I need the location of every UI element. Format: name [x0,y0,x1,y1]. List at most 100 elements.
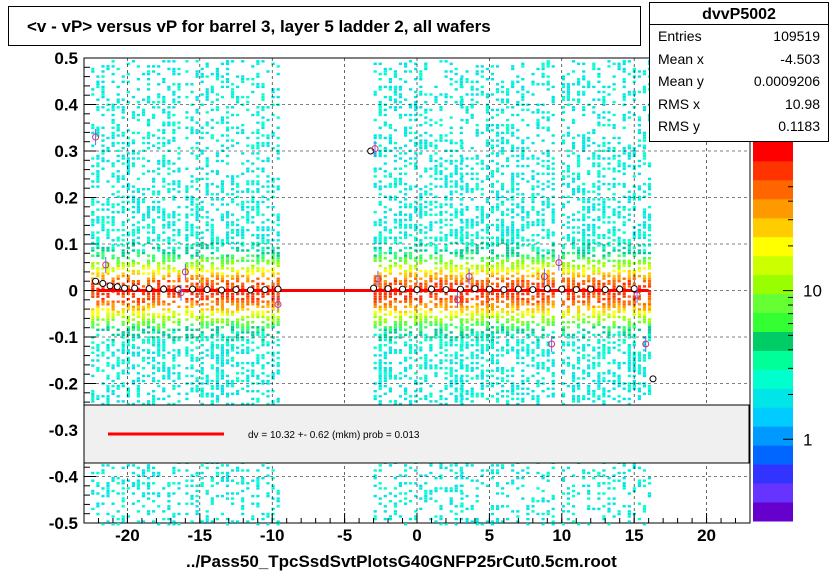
heatmap-cell [404,182,408,186]
heatmap-cell [131,328,135,331]
heatmap-cell [419,139,423,142]
heatmap-cell [172,180,176,183]
heatmap-cell [266,259,270,262]
heatmap-cell [419,203,423,206]
heatmap-cell [162,95,166,99]
heatmap-cell [398,292,403,296]
heatmap-cell [266,310,270,314]
heatmap-cell [266,262,270,265]
heatmap-cell [101,90,105,94]
heatmap-cell [190,254,194,257]
heatmap-cell [195,60,199,63]
heatmap-cell [424,282,428,285]
heatmap-cell [101,464,105,467]
heatmap-cell [177,392,181,395]
heatmap-cell [261,333,265,337]
heatmap-cell [251,369,255,372]
heatmap-cell [409,300,413,303]
heatmap-cell [444,182,448,186]
heatmap-cell [231,60,235,63]
heatmap-cell [210,170,214,173]
heatmap-cell [116,377,120,380]
heatmap-cell [106,65,110,68]
heatmap-cell [101,65,105,68]
heatmap-cell [480,211,484,214]
heatmap-cell [378,78,382,81]
heatmap-cell [434,487,438,490]
heatmap-cell [236,308,240,311]
heatmap-cell [246,390,250,393]
heatmap-cell [501,226,505,229]
heatmap-cell [136,474,140,477]
heatmap-cell [470,377,474,380]
heatmap-cell [495,239,500,242]
heatmap-cell [172,198,176,201]
heatmap-cell [261,464,265,467]
heatmap-cell [157,136,161,140]
heatmap-cell [231,259,235,262]
heatmap-cell [409,126,413,129]
heatmap-cell [121,520,125,523]
heatmap-cell [210,310,214,314]
heatmap-cell [439,213,443,216]
heatmap-cell [220,318,224,321]
heatmap-cell [465,93,469,96]
heatmap-cell [136,387,140,390]
heatmap-cell [185,244,189,247]
heatmap-cell [121,313,125,316]
heatmap-cell [460,300,464,303]
heatmap-cell [378,72,382,76]
heatmap-cell [246,267,250,270]
heatmap-cell [210,262,214,265]
heatmap-cell [121,116,125,119]
heatmap-cell [205,308,209,311]
heatmap-cell [444,308,448,311]
heatmap-cell [200,361,204,365]
heatmap-cell [152,246,156,250]
heatmap-cell [480,331,484,334]
heatmap-cell [225,321,230,324]
heatmap-cell [393,241,397,245]
heatmap-cell [276,318,280,321]
heatmap-cell [485,272,489,275]
heatmap-cell [501,152,505,155]
heatmap-cell [485,126,489,129]
heatmap-cell [116,101,120,104]
heatmap-cell [241,228,245,232]
heatmap-cell [111,136,115,140]
heatmap-cell [200,177,204,181]
heatmap-cell [246,200,250,204]
heatmap-cell [465,477,469,480]
heatmap-cell [200,126,204,129]
heatmap-cell [261,305,265,308]
heatmap-cell [126,274,130,278]
heatmap-cell [195,277,199,280]
heatmap-cell [195,131,199,135]
heatmap-cell [210,234,214,237]
heatmap-cell [414,108,418,112]
heatmap-cell [167,395,171,398]
heatmap-cell [172,170,176,173]
heatmap-cell [225,126,230,129]
heatmap-cell [167,377,171,380]
heatmap-cell [404,188,408,191]
heatmap-cell [495,167,500,170]
heatmap-cell [91,246,95,250]
heatmap-cell [404,502,408,505]
heatmap-cell [162,231,166,234]
heatmap-cell [106,234,110,237]
heatmap-cell [111,338,115,342]
heatmap-cell [261,367,265,370]
heatmap-cell [495,124,500,127]
heatmap-cell [116,523,120,526]
heatmap-cell [205,90,209,94]
heatmap-cell [419,249,423,252]
heatmap-cell [111,305,115,308]
heatmap-cell [190,277,194,280]
heatmap-cell [444,300,448,303]
heatmap-cell [378,285,382,288]
heatmap-cell [480,356,484,360]
heatmap-cell [111,141,115,145]
heatmap-cell [116,364,120,367]
heatmap-cell [177,305,181,308]
